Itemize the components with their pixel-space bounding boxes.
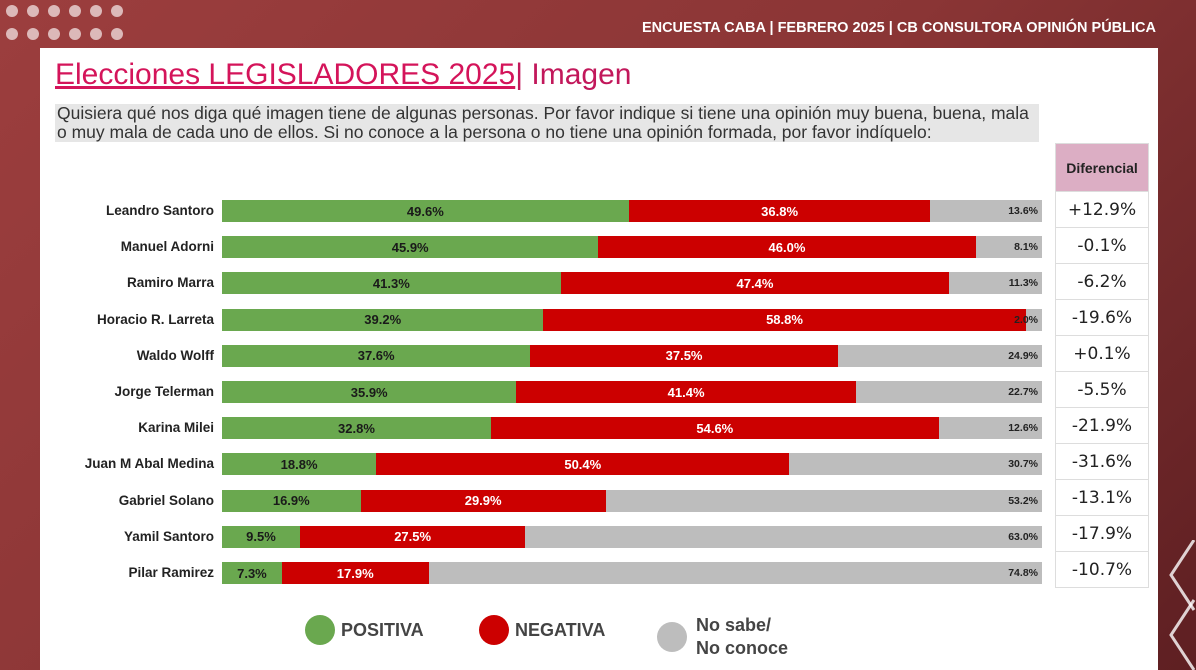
bar-positiva: 18.8% (222, 453, 377, 476)
bar-no-sabe-label: 53.2% (1008, 494, 1038, 507)
category-label: Karina Milei (138, 420, 214, 436)
decorative-dots (6, 5, 123, 40)
category-label: Juan M Abal Medina (84, 456, 214, 472)
bar-positiva: 45.9% (222, 236, 599, 259)
bar-positiva: 32.8% (222, 417, 491, 440)
category-label: Waldo Wolff (136, 347, 214, 363)
category-label: Gabriel Solano (118, 492, 214, 508)
bar-negativa: 47.4% (560, 272, 950, 295)
legend-positiva: POSITIVA (305, 615, 424, 645)
bar-positiva: 35.9% (222, 381, 517, 403)
bar-negativa: 36.8% (628, 200, 931, 222)
bar-row: 7.3% 17.9% 74.8% (222, 562, 1042, 584)
survey-header: ENCUESTA CABA | FEBRERO 2025 | CB CONSUL… (641, 20, 1156, 36)
bar-row: 49.6% 36.8% 13.6% (222, 200, 1042, 222)
bar-negativa: 41.4% (516, 381, 856, 403)
bar-row: 45.9% 46.0% 8.1% (222, 236, 1042, 259)
bar-no-sabe-label: 8.1% (1014, 241, 1038, 254)
bar-positiva: 41.3% (222, 272, 561, 295)
diferencial-cell: -13.1% (1056, 479, 1148, 515)
legend-no-sabe: No sabe/No conoce (657, 614, 788, 660)
bar-row: 18.8% 50.4% 30.7% (222, 453, 1042, 476)
bar-no-sabe-label: 74.8% (1008, 567, 1038, 579)
bar-no-sabe-label: 2.0% (1014, 313, 1038, 326)
bar-no-sabe-label: 12.6% (1008, 422, 1038, 435)
legend-label-positiva: POSITIVA (341, 619, 424, 640)
bar-no-sabe-label: 63.0% (1008, 530, 1038, 543)
survey-question: Quisiera qué nos diga qué imagen tiene d… (55, 104, 1039, 142)
category-label: Manuel Adorni (120, 239, 214, 255)
bar-row: 35.9% 41.4% 22.7% (222, 381, 1042, 403)
bar-negativa: 17.9% (281, 562, 429, 584)
bar-row: 41.3% 47.4% 11.3% (222, 272, 1042, 295)
bar-positiva: 16.9% (222, 489, 361, 512)
bar-negativa: 27.5% (299, 525, 526, 548)
bar-negativa: 37.5% (530, 344, 838, 367)
category-label: Pilar Ramirez (128, 565, 214, 580)
diferencial-cell: -10.7% (1056, 551, 1148, 587)
category-label: Yamil Santoro (123, 528, 214, 544)
category-label: Horacio R. Larreta (96, 311, 214, 327)
diferencial-cell: +12.9% (1056, 191, 1148, 227)
legend-negativa: NEGATIVA (479, 615, 605, 645)
decorative-chevrons-icon (1169, 540, 1196, 670)
positiva-swatch (305, 615, 335, 645)
bar-positiva: 49.6% (222, 200, 629, 222)
bar-no-sabe-label: 22.7% (1008, 386, 1038, 398)
diferencial-cell: -21.9% (1056, 407, 1148, 443)
bar-row: 9.5% 27.5% 63.0% (222, 525, 1042, 548)
bar-negativa: 58.8% (543, 308, 1026, 331)
bar-positiva: 9.5% (222, 525, 300, 548)
bar-no-sabe-label: 13.6% (1008, 205, 1038, 217)
diferencial-cell: -0.1% (1056, 227, 1148, 263)
negativa-swatch (479, 615, 509, 645)
bar-no-sabe-label: 11.3% (1008, 277, 1038, 290)
legend-label-no-sabe-2: No conoce (696, 638, 789, 658)
bar-row: 32.8% 54.6% 12.6% (222, 417, 1042, 440)
diferencial-cell: -5.5% (1056, 371, 1148, 407)
page-title: Elecciones LEGISLADORES 2025| Imagen (55, 58, 631, 92)
no-sabe-swatch (657, 622, 687, 652)
bar-negativa: 50.4% (376, 453, 790, 476)
bar-negativa: 54.6% (490, 417, 939, 440)
bar-row: 37.6% 37.5% 24.9% (222, 344, 1042, 367)
diferencial-table: Diferencial +12.9% -0.1% -6.2% -19.6% +0.1% -… (1055, 143, 1149, 588)
bar-no-sabe-label: 24.9% (1008, 349, 1038, 362)
category-label: Jorge Telerman (114, 384, 214, 399)
bar-negativa: 29.9% (360, 489, 606, 512)
bar-row: 39.2% 58.8% 2.0% (222, 308, 1042, 331)
bar-negativa: 46.0% (598, 236, 976, 259)
bar-no-sabe-label: 30.7% (1008, 458, 1038, 471)
title-rest: | Imagen (515, 58, 632, 91)
category-label: Ramiro Marra (126, 275, 214, 291)
legend-label-no-sabe-1: No sabe/ (696, 615, 772, 635)
diferencial-cell: -31.6% (1056, 443, 1148, 479)
category-label: Leandro Santoro (105, 203, 214, 218)
title-main: Elecciones LEGISLADORES 2025 (55, 58, 516, 91)
diferencial-cell: -6.2% (1056, 263, 1148, 299)
legend-label-negativa: NEGATIVA (515, 619, 606, 640)
bar-positiva: 37.6% (222, 344, 531, 367)
diferencial-header: Diferencial (1056, 144, 1148, 191)
bar-positiva: 39.2% (222, 308, 544, 331)
diferencial-cell: +0.1% (1056, 335, 1148, 371)
diferencial-cell: -17.9% (1056, 515, 1148, 551)
bar-positiva: 7.3% (222, 562, 282, 584)
diferencial-cell: -19.6% (1056, 299, 1148, 335)
bar-row: 16.9% 29.9% 53.2% (222, 489, 1042, 512)
